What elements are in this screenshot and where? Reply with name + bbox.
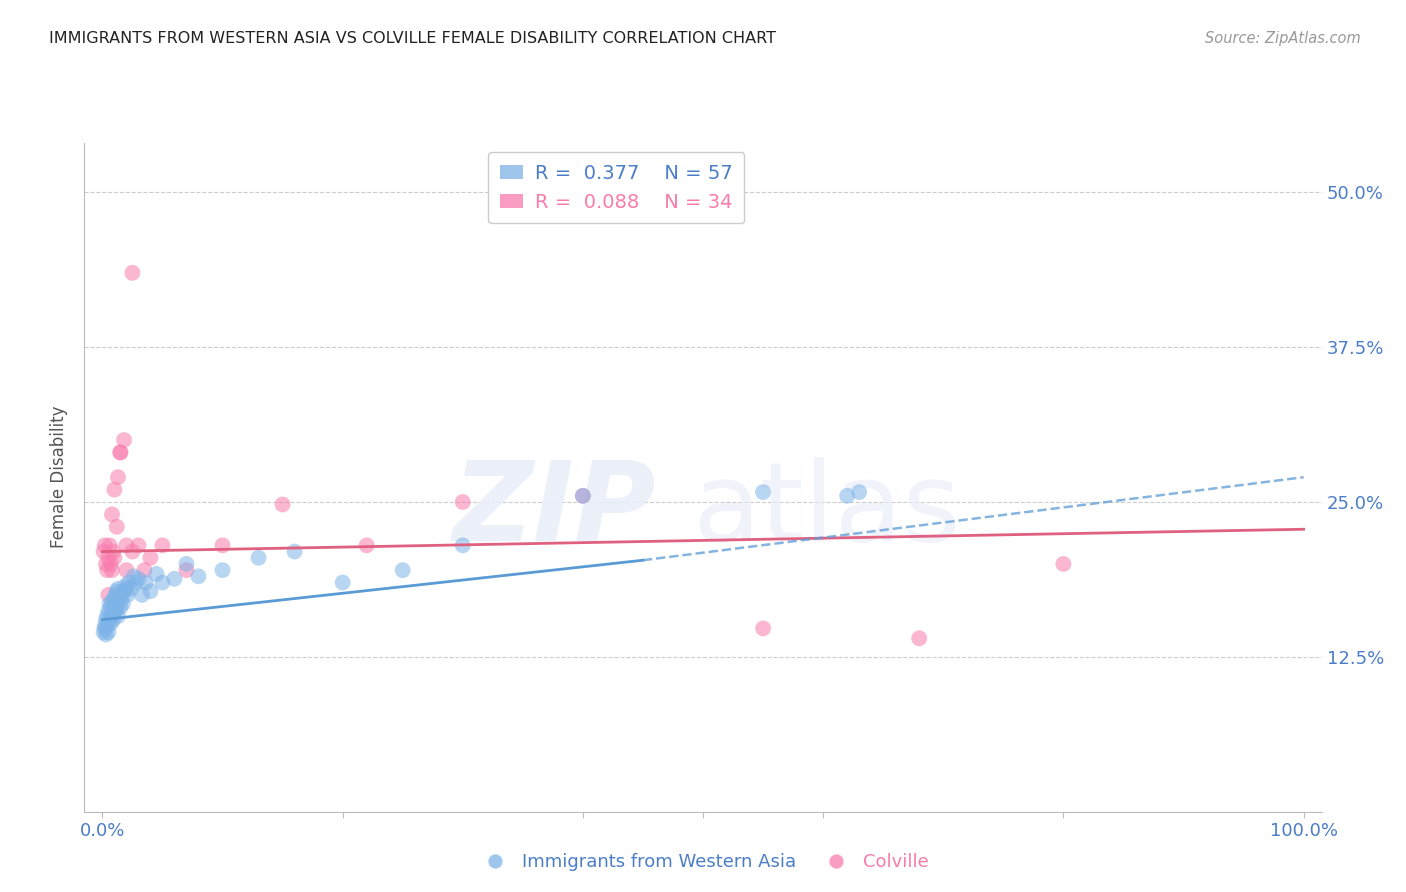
Point xyxy=(96,609,118,624)
Point xyxy=(105,520,128,534)
Point xyxy=(121,544,143,558)
Point xyxy=(451,538,474,552)
Point xyxy=(176,563,198,577)
Point xyxy=(115,563,138,577)
Point xyxy=(93,544,115,558)
Point xyxy=(96,619,118,633)
Point xyxy=(101,563,124,577)
Point xyxy=(139,550,162,565)
Point xyxy=(97,588,120,602)
Point xyxy=(391,563,413,577)
Point xyxy=(101,594,124,608)
Point xyxy=(187,569,209,583)
Text: Source: ZipAtlas.com: Source: ZipAtlas.com xyxy=(1205,31,1361,46)
Point xyxy=(94,613,117,627)
Y-axis label: Female Disability: Female Disability xyxy=(51,406,69,549)
Point xyxy=(110,445,132,459)
Point xyxy=(112,584,135,599)
Point xyxy=(107,582,129,596)
Point xyxy=(97,604,120,618)
Point xyxy=(105,600,128,615)
Point xyxy=(96,563,118,577)
Point xyxy=(110,591,132,606)
Point xyxy=(163,572,186,586)
Point xyxy=(103,591,125,606)
Point xyxy=(103,483,125,497)
Point xyxy=(152,575,174,590)
Point xyxy=(114,579,136,593)
Point xyxy=(117,588,139,602)
Point xyxy=(125,575,148,590)
Point xyxy=(97,625,120,640)
Point xyxy=(112,433,135,447)
Point xyxy=(103,550,125,565)
Point xyxy=(94,619,117,633)
Point xyxy=(848,485,870,500)
Point xyxy=(120,582,142,596)
Point xyxy=(572,489,595,503)
Point xyxy=(111,597,134,611)
Point xyxy=(100,557,122,571)
Point xyxy=(98,597,121,611)
Point xyxy=(94,627,117,641)
Point xyxy=(103,613,125,627)
Point xyxy=(211,538,233,552)
Point xyxy=(752,485,775,500)
Point xyxy=(135,575,157,590)
Point xyxy=(110,588,132,602)
Point xyxy=(127,572,149,586)
Point xyxy=(105,584,128,599)
Point xyxy=(110,445,132,459)
Point xyxy=(101,508,124,522)
Point xyxy=(94,538,117,552)
Point xyxy=(247,550,270,565)
Point xyxy=(152,538,174,552)
Point xyxy=(134,563,156,577)
Point xyxy=(176,557,198,571)
Point xyxy=(451,495,474,509)
Point xyxy=(121,266,143,280)
Point xyxy=(107,470,129,484)
Point xyxy=(837,489,859,503)
Point xyxy=(110,600,132,615)
Point xyxy=(332,575,354,590)
Point xyxy=(127,538,149,552)
Point xyxy=(115,538,138,552)
Legend: Immigrants from Western Asia, Colville: Immigrants from Western Asia, Colville xyxy=(470,847,936,879)
Legend: R =  0.377    N = 57, R =  0.088    N = 34: R = 0.377 N = 57, R = 0.088 N = 34 xyxy=(488,153,744,224)
Point xyxy=(131,588,153,602)
Point xyxy=(103,603,125,617)
Point xyxy=(98,538,121,552)
Point xyxy=(572,489,595,503)
Point xyxy=(115,582,138,596)
Point xyxy=(103,607,125,621)
Point xyxy=(108,594,131,608)
Text: atlas: atlas xyxy=(693,458,960,564)
Point xyxy=(145,566,167,581)
Point xyxy=(94,557,117,571)
Text: ZIP: ZIP xyxy=(453,458,657,564)
Text: IMMIGRANTS FROM WESTERN ASIA VS COLVILLE FEMALE DISABILITY CORRELATION CHART: IMMIGRANTS FROM WESTERN ASIA VS COLVILLE… xyxy=(49,31,776,46)
Point xyxy=(104,588,127,602)
Point xyxy=(103,544,125,558)
Point xyxy=(94,621,117,635)
Point xyxy=(118,575,141,590)
Point xyxy=(93,625,115,640)
Point xyxy=(101,609,124,624)
Point xyxy=(98,613,121,627)
Point xyxy=(97,550,120,565)
Point xyxy=(211,563,233,577)
Point xyxy=(908,632,931,646)
Point xyxy=(100,616,122,631)
Point xyxy=(752,621,775,635)
Point xyxy=(107,609,129,624)
Point xyxy=(271,498,294,512)
Point xyxy=(122,569,145,583)
Point xyxy=(356,538,378,552)
Point xyxy=(104,604,127,618)
Point xyxy=(284,544,307,558)
Point xyxy=(100,600,122,615)
Point xyxy=(1052,557,1074,571)
Point xyxy=(139,584,162,599)
